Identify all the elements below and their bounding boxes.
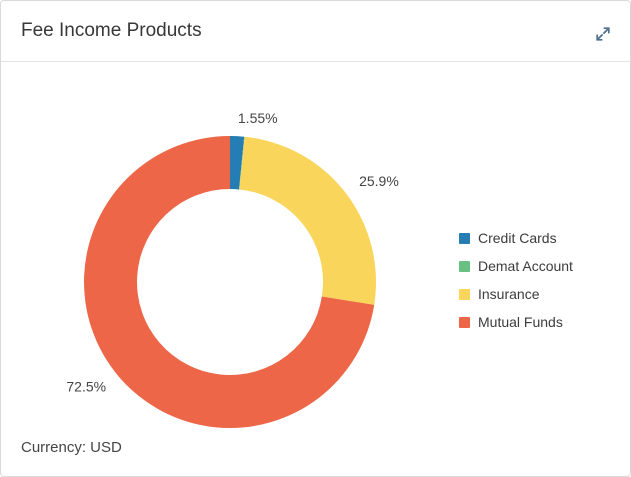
slice-percent-label: 72.5%	[66, 379, 106, 395]
legend-label: Demat Account	[478, 258, 573, 274]
legend-label: Credit Cards	[478, 230, 557, 246]
slice-percent-label: 1.55%	[238, 110, 278, 126]
legend-item[interactable]: Credit Cards	[459, 228, 573, 248]
legend-swatch	[459, 260, 470, 272]
expand-icon	[596, 27, 610, 41]
donut-chart: 1.55% 25.9% 72.5%	[66, 110, 399, 428]
pie-slice[interactable]	[239, 136, 245, 190]
legend-label: Insurance	[478, 286, 540, 302]
legend-item[interactable]: Mutual Funds	[459, 312, 573, 332]
legend-swatch	[459, 232, 470, 244]
pie-slice[interactable]	[83, 136, 375, 428]
currency-note: Currency: USD	[21, 439, 122, 456]
legend-swatch	[459, 316, 470, 328]
pie-slice[interactable]	[239, 136, 376, 305]
pie-slice[interactable]	[230, 136, 245, 190]
chart-legend: Credit Cards Demat Account Insurance Mutual…	[459, 228, 573, 332]
legend-item[interactable]: Demat Account	[459, 256, 573, 276]
legend-swatch	[459, 288, 470, 300]
slice-percent-label: 25.9%	[359, 173, 399, 189]
card-title: Fee Income Products	[21, 20, 202, 41]
card-header: Fee Income Products	[1, 1, 630, 62]
chart-area: 1.55% 25.9% 72.5% Credit Cards Demat Accoun…	[1, 62, 630, 476]
legend-label: Mutual Funds	[478, 314, 563, 330]
legend-item[interactable]: Insurance	[459, 284, 573, 304]
expand-button[interactable]	[592, 23, 614, 45]
